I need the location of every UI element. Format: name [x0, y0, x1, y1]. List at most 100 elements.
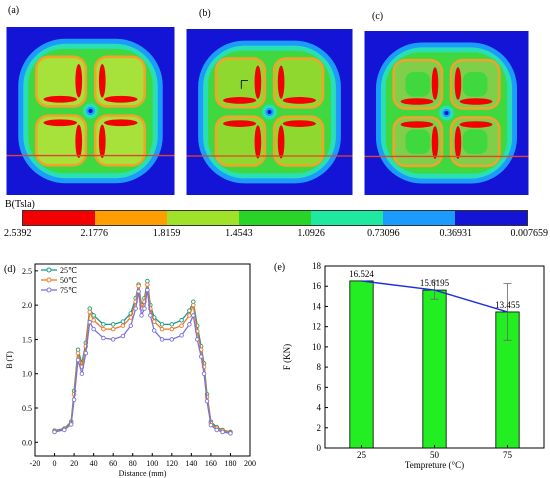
field-pole — [223, 120, 257, 127]
field-quadrant-core — [275, 117, 322, 165]
chart-d-point — [159, 337, 165, 342]
field-quadrant-core — [217, 117, 264, 165]
chart-d-ytick-label: 2.0 — [22, 301, 32, 310]
chart-d-point — [169, 322, 175, 327]
field-pole — [282, 97, 316, 104]
chart-d-point — [120, 319, 126, 324]
chart-d-point — [204, 398, 210, 404]
chart-d-point — [142, 306, 147, 311]
field-pole — [75, 63, 83, 98]
field-map-a-svg — [6, 27, 175, 195]
field-pole — [103, 119, 138, 127]
chart-d-point — [179, 317, 184, 323]
panel-label-d: (d) — [4, 264, 16, 275]
chart-d-xtick-label: 80 — [129, 459, 137, 468]
chart-d-xtick-label: 120 — [166, 459, 178, 468]
field-pole — [459, 98, 493, 105]
field-quadrant-core — [37, 58, 85, 106]
chart-d-ytick-label: 0.0 — [22, 438, 32, 447]
chart-e-ytick-label: 10 — [312, 342, 322, 352]
chart-d-point — [68, 422, 74, 427]
field-pole — [431, 126, 439, 159]
chart-d-point — [208, 422, 214, 428]
chart-d-xtick-label: 100 — [146, 459, 158, 468]
chart-d-legend-marker — [46, 277, 52, 283]
chart-e-ytick-label: 16 — [312, 281, 322, 291]
field-map-a — [6, 27, 175, 195]
field-pole — [400, 121, 434, 128]
panel-label-a: (a) — [6, 5, 22, 17]
chart-d-point — [151, 319, 157, 324]
field-pole — [454, 126, 462, 159]
field-pole — [254, 65, 262, 99]
chart-e-value-label: 16.524 — [349, 269, 374, 279]
chart-d-point — [151, 328, 157, 333]
chart-d-point — [145, 287, 150, 293]
chart-d-point — [198, 354, 204, 359]
chart-d-ytick-label: 2.5 — [22, 267, 32, 276]
chart-e-value-label: 15.6195 — [420, 278, 450, 288]
colorbar-segment — [167, 211, 239, 225]
colorbar-segment — [383, 211, 455, 225]
chart-d-point — [87, 320, 92, 325]
chart-d-point — [120, 323, 126, 328]
field-map-b — [186, 29, 353, 195]
chart-d-legend-label: 25℃ — [60, 266, 77, 275]
colorbar-tick-label: 2.5392 — [4, 228, 32, 239]
chart-d-point — [220, 429, 225, 435]
field-pole — [43, 119, 78, 127]
colorbar-title: B(Tsla) — [5, 199, 35, 210]
chart-d-point — [110, 322, 116, 327]
field-center-core — [88, 108, 93, 114]
chart-d-legend-label: 75℃ — [60, 286, 77, 295]
colorbar-tick-label: 0.007659 — [510, 228, 549, 239]
colorbar-segment — [95, 211, 167, 225]
chart-d-point — [120, 333, 126, 339]
field-center-core — [267, 109, 272, 115]
colorbar-ticks: 2.5392 2.1776 1.8159 1.4543 1.0926 0.73096 0.3… — [0, 228, 550, 240]
field-quadrant-core — [37, 116, 85, 164]
chart-d-point — [169, 337, 175, 342]
chart-d-legend-marker — [46, 287, 52, 293]
chart-d-point — [187, 313, 192, 318]
field-quadrant-center — [462, 129, 488, 154]
colorbar — [22, 210, 528, 226]
field-map-c-svg — [364, 31, 529, 195]
chart-d-frame — [34, 263, 251, 457]
chart-d-point — [62, 427, 67, 433]
chart-d-point — [179, 333, 184, 338]
chart-d-point — [136, 283, 141, 289]
chart-d-xtick-label: 40 — [90, 459, 98, 468]
chart-d-xlabel: Distance (mm) — [119, 469, 167, 478]
chart-d-ytick-label: 1.0 — [22, 370, 32, 379]
panel-label-b: (b) — [197, 8, 213, 20]
field-pole — [459, 121, 493, 128]
field-pole — [431, 67, 439, 100]
chart-d-point — [91, 326, 96, 332]
chart-d-xtick-label: 20 — [70, 459, 78, 468]
chart-d-point — [52, 429, 57, 435]
chart-e-ytick-label: 14 — [312, 301, 322, 311]
chart-e-ytick-label: 12 — [312, 322, 321, 332]
chart-e-xtick-label: 25 — [357, 450, 367, 460]
chart-d-point — [128, 323, 134, 328]
chart-e-xtick-label: 75 — [503, 450, 513, 460]
chart-d-xtick-label: 180 — [224, 459, 236, 468]
colorbar-tick-label: 1.0926 — [297, 228, 325, 239]
field-pole — [103, 95, 138, 103]
field-pole — [75, 124, 83, 159]
chart-d-point — [228, 431, 233, 436]
chart-d-point — [148, 313, 153, 318]
chart-e-bar — [349, 280, 374, 449]
field-pole — [400, 98, 434, 105]
chart-d-xtick-label: -20 — [30, 459, 41, 468]
chart-d-xtick-label: 140 — [185, 459, 197, 468]
field-pole — [277, 65, 285, 99]
colorbar-segment — [455, 211, 527, 225]
chart-d-point — [179, 323, 184, 328]
field-pole — [254, 125, 262, 159]
colorbar-tick-label: 1.4543 — [225, 228, 253, 239]
chart-d-point — [136, 289, 141, 294]
field-quadrant-core — [96, 58, 144, 106]
chart-d-point — [139, 313, 144, 318]
